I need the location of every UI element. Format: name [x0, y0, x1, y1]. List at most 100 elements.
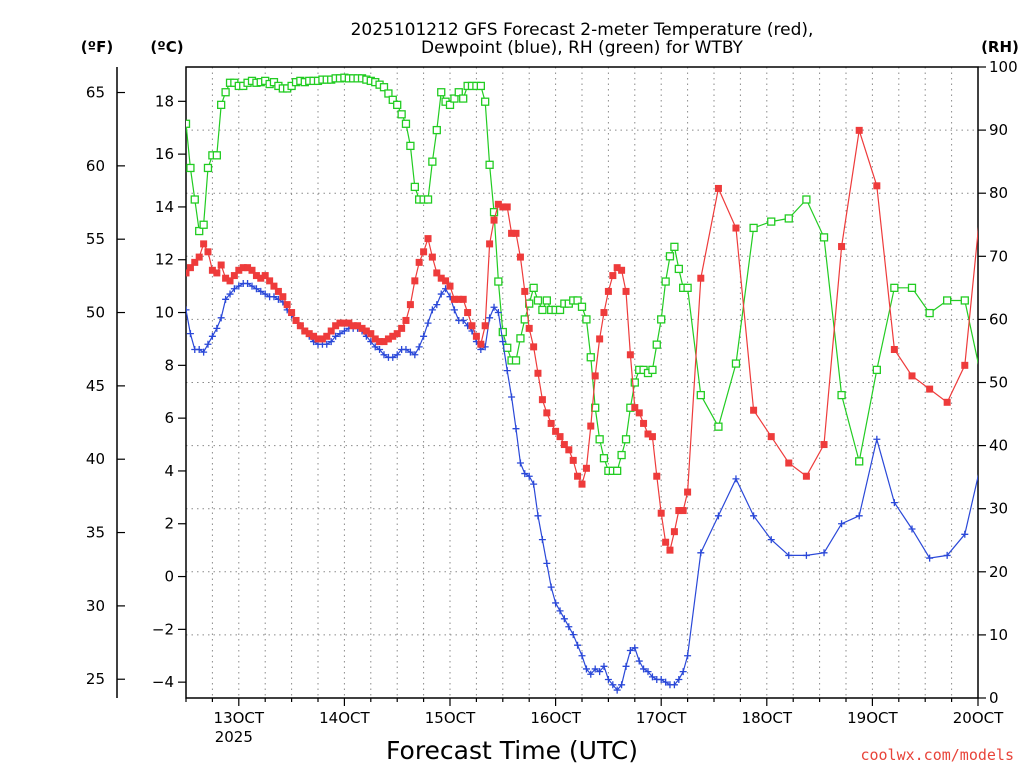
temperature-point — [367, 330, 375, 338]
temperature-point — [477, 340, 485, 348]
relative-humidity-point — [393, 100, 402, 110]
relative-humidity-point — [533, 296, 543, 305]
dewpoint-point — [618, 681, 626, 689]
f-tick-label: 30 — [86, 597, 105, 615]
dewpoint-point — [261, 290, 269, 298]
dewpoint-point — [820, 549, 828, 557]
relative-humidity-point — [485, 160, 494, 169]
temperature-point — [569, 456, 577, 464]
relative-humidity-point — [996, 395, 1003, 402]
relative-humidity-series — [186, 73, 1021, 475]
dewpoint-point — [538, 536, 546, 544]
temperature-point — [428, 253, 436, 261]
dewpoint-point — [569, 631, 577, 639]
temperature-point — [626, 351, 634, 359]
temperature-point — [455, 295, 463, 303]
dewpoint-point — [560, 615, 568, 623]
dewpoint-point — [336, 330, 344, 338]
temperature-point — [266, 277, 274, 285]
dewpoint-point — [503, 367, 511, 375]
temperature-point — [252, 272, 260, 280]
dewpoint-point — [979, 454, 986, 461]
temperature-point — [257, 274, 265, 282]
temperature-point — [613, 264, 621, 272]
dewpoint-point — [186, 306, 190, 314]
relative-humidity-point — [907, 283, 917, 293]
temperature-point — [565, 446, 573, 454]
relative-humidity-point — [190, 195, 199, 204]
dewpoint-point — [450, 306, 458, 314]
dewpoint-point — [565, 623, 573, 631]
temperature-point — [547, 419, 555, 427]
temperature-point — [459, 295, 467, 303]
c-tick-label: 18 — [155, 92, 174, 110]
temperature-point — [411, 277, 419, 285]
temperature-point — [402, 316, 410, 324]
dewpoint-point — [714, 512, 722, 520]
fahrenheit-unit-label: (ºF) — [81, 38, 113, 56]
relative-humidity-point — [714, 422, 723, 431]
dewpoint-point — [679, 668, 687, 676]
dewpoint-point — [508, 393, 516, 401]
relative-humidity-point — [516, 334, 525, 343]
relative-humidity-point — [494, 277, 503, 286]
dewpoint-point — [226, 290, 234, 298]
temperature-point — [301, 327, 309, 335]
relative-humidity-point — [925, 308, 934, 318]
temperature-series — [186, 126, 978, 554]
relative-humidity-point — [661, 277, 670, 286]
temperature-point — [464, 309, 472, 317]
chart-title-line-1: 2025101212 GFS Forecast 2-meter Temperat… — [351, 20, 814, 40]
relative-humidity-point — [890, 283, 899, 293]
relative-humidity-point — [212, 151, 221, 160]
dewpoint-point — [200, 348, 208, 356]
dewpoint-point — [402, 345, 410, 353]
temperature-point — [631, 404, 639, 412]
temperature-point — [684, 488, 692, 496]
temperature-point — [332, 322, 340, 330]
temperature-point — [217, 261, 225, 269]
x-tick-label: 20OCT — [953, 709, 1004, 727]
relative-humidity-point — [481, 97, 490, 106]
temperature-point — [552, 427, 560, 435]
dewpoint-point — [609, 681, 617, 689]
temperature-point — [468, 322, 476, 330]
dewpoint-point — [270, 293, 278, 301]
dewpoint-point — [217, 314, 225, 322]
temperature-point — [560, 441, 568, 449]
temperature-point — [908, 372, 916, 380]
temperature-point — [732, 224, 740, 232]
dewpoint-point — [248, 282, 256, 290]
dewpoint-point — [785, 551, 793, 559]
temperature-point — [582, 464, 590, 472]
temperature-point — [591, 372, 599, 380]
temperature-point — [200, 240, 208, 248]
temperature-point — [855, 126, 863, 134]
dewpoint-point — [521, 470, 529, 478]
dewpoint-point — [208, 332, 216, 340]
relative-humidity-point — [555, 305, 565, 315]
c-tick-label: 6 — [164, 409, 174, 427]
c-tick-label: 4 — [164, 462, 174, 480]
relative-humidity-point — [498, 327, 507, 337]
relative-humidity-point — [670, 242, 679, 251]
relative-humidity-point — [573, 296, 582, 305]
relative-humidity-point — [542, 296, 551, 305]
relative-humidity-point — [538, 305, 547, 315]
dewpoint-point — [490, 303, 498, 311]
x-tick-sublabel: 2025 — [215, 728, 253, 746]
relative-humidity-point — [1014, 272, 1021, 279]
relative-humidity-point — [657, 315, 666, 324]
relative-humidity-point — [520, 315, 529, 324]
f-tick-label: 25 — [86, 670, 105, 688]
relative-humidity-point — [665, 252, 675, 261]
temperature-point — [274, 287, 282, 295]
temperature-point — [574, 472, 582, 480]
gridlines — [186, 67, 978, 698]
temperature-point — [662, 538, 670, 546]
credit-link[interactable]: coolwx.com/models — [860, 746, 1014, 764]
temperature-point — [516, 253, 524, 261]
data-series — [186, 73, 1021, 694]
temperature-point — [310, 332, 318, 340]
dewpoint-point — [908, 525, 916, 533]
